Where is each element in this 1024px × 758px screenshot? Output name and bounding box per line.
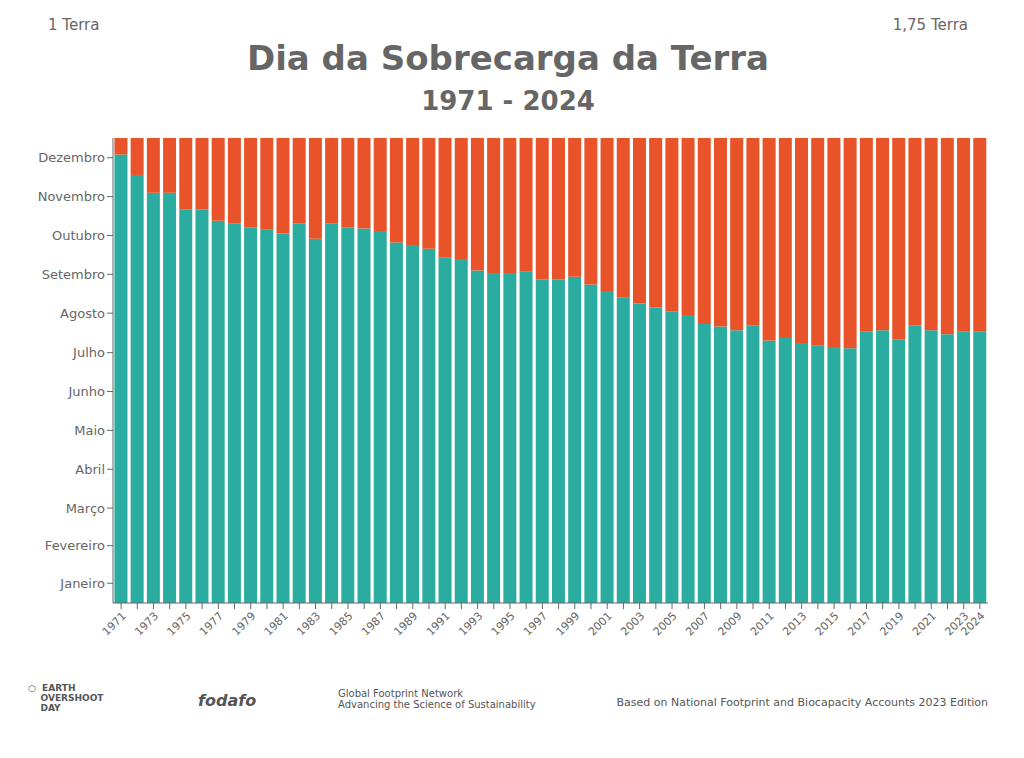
svg-text:Junho: Junho (67, 384, 105, 399)
html-text:Based on National Footprint an: Based on National Footprint and Biocapac… (616, 696, 988, 709)
svg-text:1977: 1977 (197, 609, 226, 638)
svg-text:2021: 2021 (910, 609, 939, 638)
svg-text:2001: 2001 (586, 609, 615, 638)
html-text:Dia da Sobrecarga da Terra: Dia da Sobrecarga da Terra (246, 38, 769, 78)
svg-text:1983: 1983 (294, 609, 323, 638)
svg-text:Julho: Julho (72, 345, 105, 360)
html-text:OVERSHOOT: OVERSHOOT (28, 693, 104, 703)
svg-text:1987: 1987 (359, 609, 388, 638)
svg-text:1979: 1979 (229, 609, 258, 638)
html-text:1,75 Terra: 1,75 Terra (892, 16, 968, 34)
svg-text:1997: 1997 (521, 609, 550, 638)
svg-text:1981: 1981 (262, 609, 291, 638)
html-text:○ EARTH: ○ EARTH (28, 683, 76, 693)
svg-text:1973: 1973 (132, 609, 161, 638)
svg-text:1975: 1975 (165, 609, 194, 638)
svg-text:1999: 1999 (553, 609, 582, 638)
svg-text:2019: 2019 (878, 609, 907, 638)
svg-text:Janeiro: Janeiro (59, 576, 105, 591)
svg-text:1993: 1993 (456, 609, 485, 638)
svg-text:2009: 2009 (715, 609, 744, 638)
svg-text:Agosto: Agosto (60, 306, 105, 321)
svg-text:2005: 2005 (651, 609, 680, 638)
svg-text:2003: 2003 (618, 609, 647, 638)
html-text:DAY: DAY (28, 703, 61, 713)
svg-text:1995: 1995 (489, 609, 518, 638)
svg-text:2017: 2017 (845, 609, 874, 638)
html-text:1971 - 2024: 1971 - 2024 (421, 86, 595, 116)
svg-text:1985: 1985 (327, 609, 356, 638)
html-text:Global Footprint Network: Global Footprint Network (338, 688, 464, 699)
html-text:fodafo: fodafo (198, 691, 257, 710)
svg-text:2023: 2023 (942, 609, 972, 639)
svg-text:1971: 1971 (100, 609, 129, 638)
svg-text:Outubro: Outubro (52, 228, 105, 243)
svg-text:Março: Março (66, 501, 105, 516)
html-text:Advancing the Science of Susta: Advancing the Science of Sustainability (338, 699, 536, 710)
svg-text:2024: 2024 (959, 609, 988, 638)
svg-text:Novembro: Novembro (38, 189, 105, 204)
html-text:1 Terra: 1 Terra (48, 16, 100, 34)
svg-text:Fevereiro: Fevereiro (45, 538, 105, 553)
svg-text:2011: 2011 (748, 609, 777, 638)
svg-text:Maio: Maio (74, 423, 105, 438)
svg-text:2015: 2015 (813, 609, 842, 638)
svg-text:1991: 1991 (424, 609, 453, 638)
svg-text:2013: 2013 (780, 609, 809, 638)
svg-text:Dezembro: Dezembro (38, 150, 105, 165)
svg-text:2007: 2007 (683, 609, 712, 638)
svg-text:1989: 1989 (391, 609, 420, 638)
svg-text:Setembro: Setembro (42, 267, 105, 282)
svg-text:Abril: Abril (75, 462, 105, 477)
